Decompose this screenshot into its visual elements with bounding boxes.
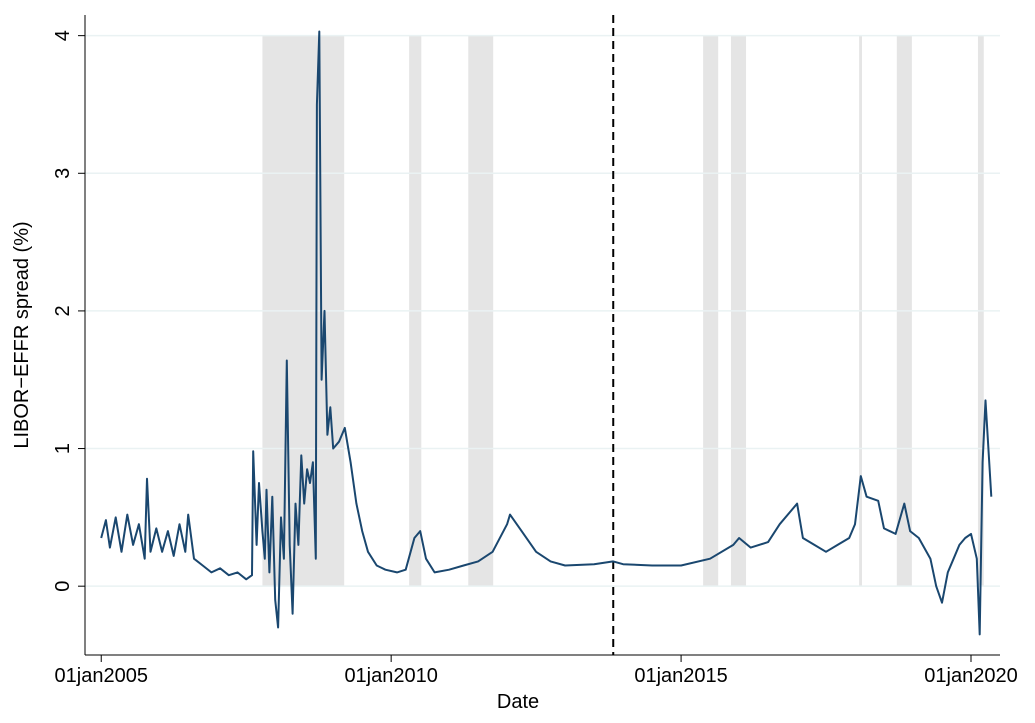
y-tick-label: 3 [52,168,74,179]
y-axis-label: LIBOR−EFFR spread (%) [11,221,33,448]
x-tick-label: 01jan2005 [55,665,148,687]
y-tick-label: 0 [52,581,74,592]
y-tick-label: 2 [52,305,74,316]
y-tick-label: 1 [52,443,74,454]
x-axis-label: Date [497,691,539,713]
x-tick-label: 01jan2010 [344,665,437,687]
x-tick-label: 01jan2020 [924,665,1017,687]
x-tick-label: 01jan2015 [634,665,727,687]
data-line [100,30,993,636]
y-tick-label: 4 [52,30,74,41]
